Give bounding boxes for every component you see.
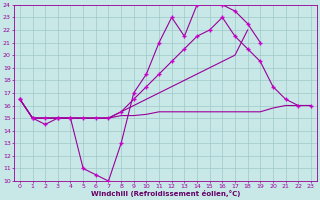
X-axis label: Windchill (Refroidissement éolien,°C): Windchill (Refroidissement éolien,°C) [91, 190, 240, 197]
